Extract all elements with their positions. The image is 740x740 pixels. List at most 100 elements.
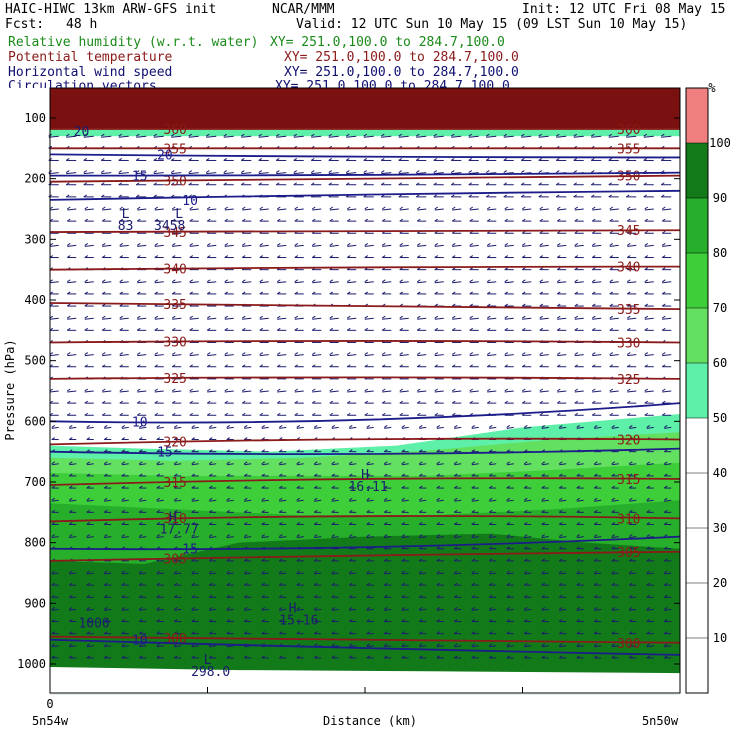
wind-vector xyxy=(171,364,182,368)
wind-vector xyxy=(296,449,304,453)
wind-vector xyxy=(121,570,129,575)
wind-vector xyxy=(486,206,497,211)
wind-vector xyxy=(208,558,217,562)
wind-vector xyxy=(469,352,479,357)
wind-vector xyxy=(313,655,322,659)
wind-vector xyxy=(86,522,94,525)
wind-vector xyxy=(191,631,199,635)
wind-vector xyxy=(331,619,339,623)
wind-vector xyxy=(226,522,234,525)
wind-vector xyxy=(436,424,444,429)
wind-vector xyxy=(521,303,532,307)
wind-vector xyxy=(170,182,182,186)
wind-contour-10-0 xyxy=(49,402,681,424)
wind-vector xyxy=(469,218,479,222)
wind-vector xyxy=(118,194,129,198)
wind-vector xyxy=(486,255,497,259)
wind-vector xyxy=(661,291,672,295)
wind-vector xyxy=(121,606,129,611)
wind-vector xyxy=(86,473,94,477)
wind-vector xyxy=(398,158,409,161)
wind-vector xyxy=(275,158,287,161)
wind-vector xyxy=(418,631,427,635)
annotation-13: 20 xyxy=(74,125,90,140)
wind-vector xyxy=(278,655,287,659)
wind-vector xyxy=(380,170,392,175)
wind-vector xyxy=(471,522,479,525)
wind-vector xyxy=(206,255,217,259)
wind-vector xyxy=(488,558,497,562)
wind-vector xyxy=(68,619,77,623)
wind-vector xyxy=(68,497,77,502)
wind-vector xyxy=(381,400,392,404)
wind-vector xyxy=(189,291,199,295)
wind-vector xyxy=(278,449,287,453)
wind-vector xyxy=(206,388,217,393)
wind-vector xyxy=(558,497,567,502)
wind-vector xyxy=(276,400,287,404)
wind-vector xyxy=(154,255,164,259)
wind-contour-15-5 xyxy=(49,535,681,551)
wind-vector xyxy=(226,655,234,659)
wind-vector xyxy=(399,291,409,295)
wind-vector xyxy=(556,206,567,211)
wind-vector xyxy=(153,194,164,198)
wind-vector xyxy=(661,242,672,247)
wind-vector xyxy=(576,606,584,611)
wind-vector xyxy=(539,206,549,211)
colorbar-tick-label-20: 20 xyxy=(713,576,727,590)
wind-vector xyxy=(504,303,514,307)
wind-vector xyxy=(348,473,357,477)
wind-vector xyxy=(523,485,532,489)
wind-vector xyxy=(243,619,252,623)
wind-vector xyxy=(434,279,444,284)
colorbar-band-60 xyxy=(686,308,708,363)
wind-vector xyxy=(558,655,567,659)
annotation-11: 298.0 xyxy=(191,665,230,680)
wind-vector xyxy=(416,412,427,416)
wind-vector xyxy=(523,534,532,539)
wind-vector xyxy=(366,497,374,502)
wind-vector xyxy=(224,400,234,404)
wind-vector xyxy=(294,412,304,416)
wind-vector xyxy=(243,497,252,502)
wind-vector xyxy=(103,594,112,598)
wind-vector xyxy=(453,594,462,598)
wind-vector xyxy=(49,218,59,222)
wind-vector xyxy=(346,279,357,284)
wind-vector xyxy=(523,424,532,429)
wind-vector xyxy=(119,400,129,404)
wind-vector xyxy=(293,182,304,186)
wind-vector xyxy=(189,315,199,320)
wind-vector xyxy=(348,582,357,586)
wind-vector xyxy=(539,412,549,416)
wind-vector xyxy=(556,400,567,404)
wind-vector xyxy=(296,594,304,598)
wind-vector xyxy=(86,655,94,659)
wind-vector xyxy=(401,582,409,586)
wind-vector xyxy=(119,218,129,222)
wind-vector xyxy=(436,631,444,635)
wind-vector xyxy=(541,594,549,598)
wind-vector xyxy=(240,158,252,161)
wind-vector xyxy=(364,279,374,284)
theta-contour-315 xyxy=(49,477,681,486)
wind-vector xyxy=(558,619,567,623)
wind-vector xyxy=(243,437,252,441)
wind-vector xyxy=(261,534,269,539)
wind-vector xyxy=(294,279,304,284)
wind-vector xyxy=(84,255,94,259)
theta-label-right-340: 340 xyxy=(617,261,640,276)
wind-vector xyxy=(86,643,94,648)
wind-vector xyxy=(539,352,549,357)
wind-vector xyxy=(626,388,637,393)
wind-vector xyxy=(644,388,654,393)
wind-vector xyxy=(118,170,129,175)
wind-vector xyxy=(646,594,654,598)
wind-vector xyxy=(296,558,304,562)
wind-vector xyxy=(416,242,427,247)
wind-vector xyxy=(84,327,94,331)
wind-vector xyxy=(329,255,339,259)
wind-vector xyxy=(539,327,549,331)
wind-vector xyxy=(450,182,462,186)
